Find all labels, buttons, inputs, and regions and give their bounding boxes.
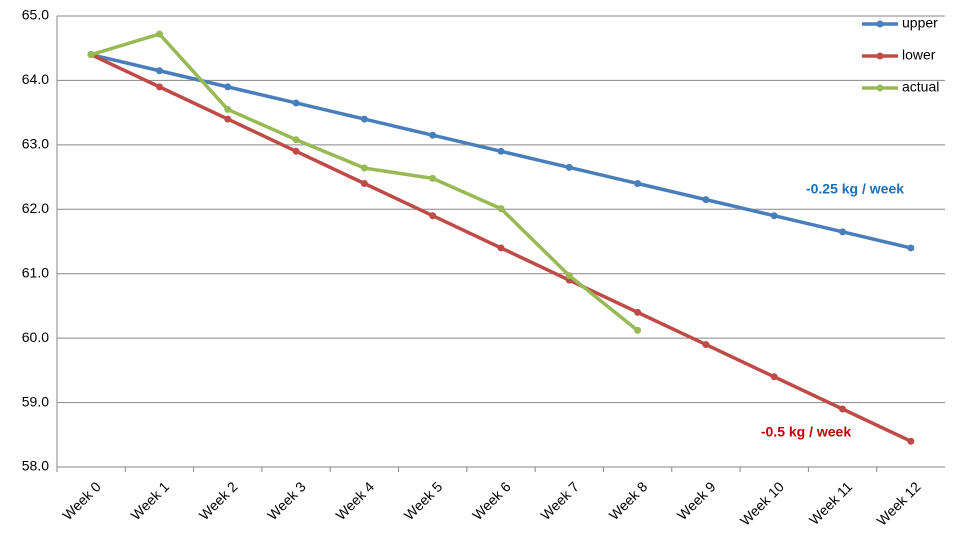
y-tick-label: 62.0	[22, 200, 49, 216]
point	[907, 244, 915, 252]
annotation: -0.5 kg / week	[761, 424, 851, 440]
point	[292, 99, 300, 107]
point	[634, 180, 642, 188]
point	[634, 326, 642, 334]
x-tick-label: Week 10	[737, 478, 787, 528]
point	[155, 30, 163, 38]
point	[360, 180, 368, 188]
x-tick-label: Week 0	[59, 478, 104, 523]
y-tick-label: 64.0	[22, 71, 49, 87]
x-tick-label: Week 8	[606, 478, 651, 523]
point	[907, 437, 915, 445]
point	[497, 244, 505, 252]
point	[360, 115, 368, 123]
x-tick-label: Week 4	[332, 478, 377, 523]
x-tick-label: Week 12	[873, 478, 923, 528]
x-tick-label: Week 1	[127, 478, 172, 523]
legend-label: upper	[902, 15, 938, 31]
point	[565, 163, 573, 171]
legend-marker	[876, 52, 884, 60]
point	[770, 373, 778, 381]
y-tick-label: 61.0	[22, 264, 49, 280]
annotation: -0.25 kg / week	[806, 181, 904, 197]
point	[702, 196, 710, 204]
x-tick-label: Week 5	[401, 478, 446, 523]
point	[429, 174, 437, 182]
point	[224, 115, 232, 123]
point	[292, 147, 300, 155]
point	[839, 228, 847, 236]
x-tick-label: Week 11	[806, 478, 856, 528]
point	[497, 205, 505, 213]
y-tick-label: 58.0	[22, 458, 49, 474]
y-tick-label: 60.0	[22, 329, 49, 345]
x-tick-label: Week 7	[537, 478, 582, 523]
x-tick-label: Week 9	[674, 478, 719, 523]
point	[155, 83, 163, 91]
point	[839, 405, 847, 413]
y-tick-label: 63.0	[22, 136, 49, 152]
point	[702, 341, 710, 349]
point	[224, 105, 232, 113]
y-tick-label: 59.0	[22, 393, 49, 409]
legend-label: lower	[902, 47, 936, 63]
point	[429, 212, 437, 220]
legend-marker	[876, 84, 884, 92]
point	[770, 212, 778, 220]
x-tick-label: Week 2	[196, 478, 241, 523]
x-tick-label: Week 6	[469, 478, 514, 523]
legend-label: actual	[902, 79, 939, 95]
legend-marker	[876, 20, 884, 28]
point	[87, 51, 95, 59]
y-tick-label: 65.0	[22, 7, 49, 23]
point	[224, 83, 232, 91]
point	[360, 164, 368, 172]
point	[634, 308, 642, 316]
point	[155, 67, 163, 75]
x-tick-label: Week 3	[264, 478, 309, 523]
point	[565, 272, 573, 280]
point	[429, 131, 437, 139]
point	[497, 147, 505, 155]
point	[292, 136, 300, 144]
